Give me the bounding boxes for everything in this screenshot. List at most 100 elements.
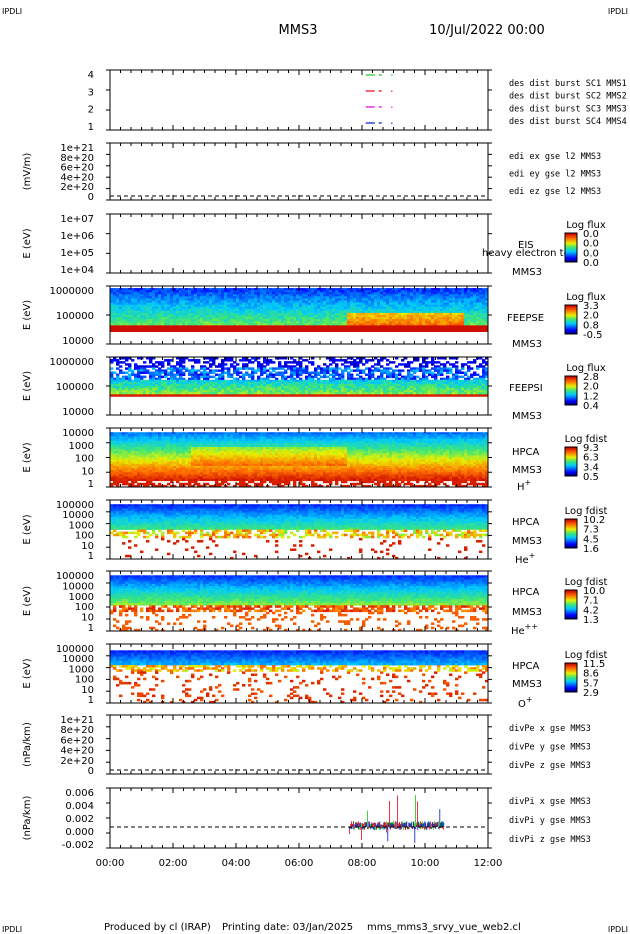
feepse-cell — [392, 312, 396, 316]
feepse-cell — [122, 310, 126, 314]
feepsi-cell — [437, 388, 441, 391]
feepsi-cell — [272, 383, 276, 387]
feepsi-cell — [416, 379, 420, 383]
feepsi-cell — [230, 392, 234, 395]
eis-frame — [109, 213, 489, 274]
feepse-cell — [461, 319, 465, 322]
feepse-cell — [347, 290, 351, 293]
feepsi-cell — [131, 379, 135, 383]
feepsi-cell — [305, 390, 309, 393]
feepse-cell — [170, 321, 174, 324]
feepse-cell — [125, 312, 129, 316]
edi-legend-entry: edi ex gse l2 MMS3 — [509, 152, 601, 162]
feepse-cell — [362, 296, 366, 299]
feepsi-cell — [380, 386, 384, 389]
feepsi-cell — [275, 373, 279, 377]
feepse-cell — [371, 312, 375, 316]
feepse-cell — [422, 327, 426, 330]
feepsi-cell — [290, 383, 294, 387]
feepse-cell — [437, 312, 441, 316]
feepsi-cell — [440, 363, 444, 366]
feepse-cell — [410, 300, 414, 303]
feepsi-cell — [317, 381, 321, 385]
feepse-cell — [338, 321, 342, 324]
feepse-cell — [431, 321, 435, 324]
feepse-cell — [320, 292, 324, 295]
feepsi-cell — [350, 363, 354, 366]
feepsi-cell — [254, 359, 258, 362]
feepse-cell — [245, 296, 249, 299]
feepsi-cell — [173, 377, 177, 381]
feepse-cell — [218, 300, 222, 303]
feepse-cell — [137, 308, 141, 312]
feepse-cell — [170, 327, 174, 330]
feepse-cell — [224, 304, 228, 308]
feepse-cell — [257, 312, 261, 316]
feepse-cell — [353, 302, 357, 306]
feepse-cell — [290, 323, 294, 326]
feepse-cell — [260, 302, 264, 306]
feepse-cell — [389, 298, 393, 301]
feepsi-cell — [140, 383, 144, 387]
feepse-cell — [350, 325, 354, 328]
feepse-cell — [272, 300, 276, 303]
feepse-cell — [350, 288, 354, 291]
feepse-cell — [149, 306, 153, 310]
feepsi-cell — [347, 373, 351, 377]
feepsi-cell — [401, 375, 405, 379]
feepse-cell — [128, 288, 132, 291]
feepse-cell — [188, 310, 192, 314]
feepsi-cell — [125, 371, 129, 374]
feepsi-cell — [191, 377, 195, 381]
feepse-cell — [293, 312, 297, 316]
feepsi-cell — [434, 388, 438, 391]
feepsi-cell — [173, 375, 177, 379]
feepsi-cell — [374, 394, 378, 397]
eis-colorbar-value: 0.0 — [583, 248, 599, 259]
feepse-cell — [407, 321, 411, 324]
feepse-cell — [476, 319, 480, 322]
feepse-cell — [257, 327, 261, 330]
feepse-cell — [284, 321, 288, 324]
feepse-cell — [464, 323, 468, 326]
feepse-cell — [248, 300, 252, 303]
feepse-cell — [365, 319, 369, 322]
feepse-cell — [239, 300, 243, 303]
feepse-cell — [398, 290, 402, 293]
feepsi-cell — [179, 373, 183, 377]
feepsi-cell — [197, 375, 201, 379]
feepse-cell — [131, 290, 135, 293]
feepse-cell — [326, 321, 330, 324]
feepse-cell — [320, 312, 324, 316]
feepse-cell — [125, 302, 129, 306]
feepse-cell — [194, 325, 198, 328]
feepsi-cell — [461, 375, 465, 379]
feepse-cell — [476, 323, 480, 326]
feepsi-cell — [392, 392, 396, 395]
feepse-cell — [443, 327, 447, 330]
feepsi-cell — [386, 375, 390, 379]
feepse-cell — [464, 300, 468, 303]
feepse-cell — [419, 317, 423, 320]
feepsi-cell — [314, 367, 318, 370]
feepse-cell — [152, 290, 156, 293]
feepsi-cell — [278, 388, 282, 391]
feepse-cell — [236, 306, 240, 310]
feepsi-cell — [233, 361, 237, 364]
feepsi-cell — [416, 359, 420, 362]
feepse-cell — [422, 308, 426, 312]
feepse-cell — [296, 310, 300, 314]
feepsi-cell — [440, 371, 444, 374]
feepsi-cell — [149, 357, 153, 360]
feepse-cell — [353, 329, 357, 332]
feepsi-cell — [434, 361, 438, 364]
feepse-cell — [389, 317, 393, 320]
feepsi-cell — [482, 386, 486, 389]
feepse-cell — [179, 312, 183, 316]
feepsi-cell — [335, 388, 339, 391]
feepse-cell — [209, 306, 213, 310]
feepse-cell — [392, 319, 396, 322]
feepsi-cell — [377, 390, 381, 393]
feepse-cell — [404, 329, 408, 332]
feepse-cell — [221, 327, 225, 330]
